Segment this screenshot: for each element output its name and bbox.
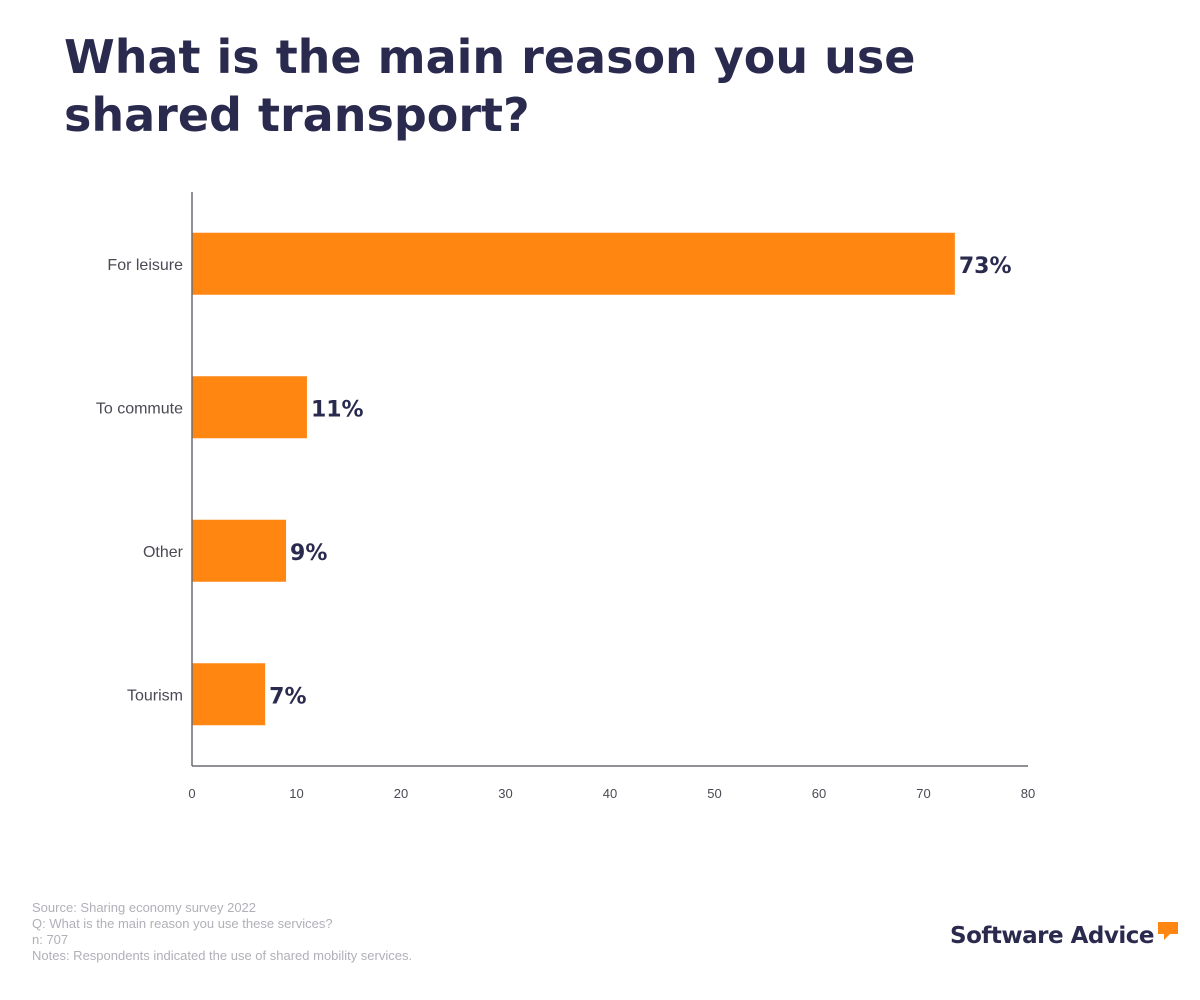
bar-0	[192, 232, 955, 295]
chart-footer: Source: Sharing economy survey 2022 Q: W…	[32, 900, 412, 964]
category-labels: For leisure To commute Other Tourism	[96, 257, 184, 705]
software-advice-logo: Software Advice	[950, 921, 1180, 951]
bar-chart: For leisure To commute Other Tourism 73% 11%…	[96, 192, 1035, 801]
data-label: 9%	[290, 541, 327, 566]
logo-text: Software Advice	[950, 923, 1154, 949]
sample-size-note: n: 707	[32, 932, 69, 947]
chart-title: What is the main reason you use shared t…	[64, 30, 916, 142]
category-label: To commute	[96, 400, 183, 417]
category-label: For leisure	[107, 257, 183, 274]
bar-2	[192, 519, 287, 582]
x-tick-label: 20	[394, 786, 408, 801]
bars-layer	[192, 232, 955, 726]
x-tick-label: 0	[188, 786, 195, 801]
x-tick-label: 70	[916, 786, 930, 801]
speech-bubble-icon	[1157, 922, 1178, 940]
bar-3	[192, 663, 266, 726]
data-label: 7%	[269, 684, 306, 709]
question-note: Q: What is the main reason you use these…	[32, 916, 333, 931]
data-label: 73%	[959, 254, 1012, 279]
x-tick-label: 80	[1021, 786, 1035, 801]
x-tick-label: 50	[707, 786, 721, 801]
notes-note: Notes: Respondents indicated the use of …	[32, 948, 413, 963]
x-tick-label: 10	[289, 786, 303, 801]
category-label: Other	[143, 544, 184, 561]
x-tick-label: 60	[812, 786, 826, 801]
x-tick-label: 40	[603, 786, 617, 801]
category-label: Tourism	[127, 687, 183, 704]
source-note: Source: Sharing economy survey 2022	[32, 900, 257, 915]
data-label: 11%	[311, 397, 364, 422]
value-labels: 73% 11% 9% 7%	[269, 254, 1011, 710]
bar-1	[192, 376, 307, 439]
x-tick-label: 30	[498, 786, 512, 801]
x-axis-ticks: 0 10 20 30 40 50 60 70 80	[188, 786, 1035, 801]
